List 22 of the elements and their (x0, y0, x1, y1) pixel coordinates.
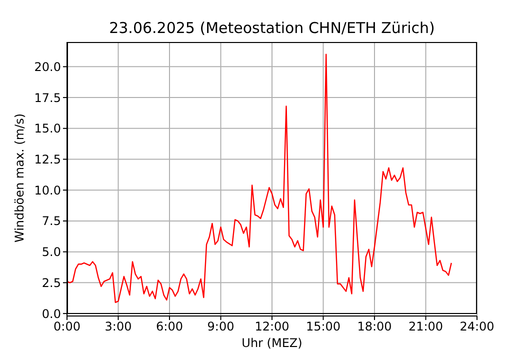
x-tick-label: 9:00 (207, 320, 234, 334)
y-tick-label: 2.5 (42, 276, 61, 290)
x-tick-label: 0:00 (54, 320, 80, 334)
x-tick-label: 6:00 (156, 320, 183, 334)
x-tick-label: 18:00 (357, 320, 392, 334)
y-tick-label: 7.5 (42, 214, 61, 228)
y-tick-label: 5.0 (42, 245, 61, 260)
chart-title: 23.06.2025 (Meteostation CHN/ETH Zürich) (108, 19, 436, 37)
y-tick-label: 10.0 (34, 183, 61, 198)
x-tick-label: 24:00 (460, 320, 494, 334)
x-axis-title: Uhr (MEZ) (240, 336, 304, 350)
y-tick-label: 12.5 (34, 152, 61, 167)
x-tick-label: 15:00 (306, 320, 341, 334)
y-tick-label: 20.0 (34, 60, 61, 74)
y-tick-label: 0.0 (42, 306, 61, 321)
x-tick-label: 12:00 (254, 320, 290, 334)
line-series (67, 54, 452, 304)
x-tick-label: 3:00 (104, 320, 132, 334)
y-axis-title: Windböen max. (m/s) (13, 113, 28, 243)
y-tick-label: 17.5 (34, 90, 61, 105)
x-tick-label: 21:00 (408, 320, 444, 334)
y-tick-label: 15.0 (34, 122, 61, 136)
